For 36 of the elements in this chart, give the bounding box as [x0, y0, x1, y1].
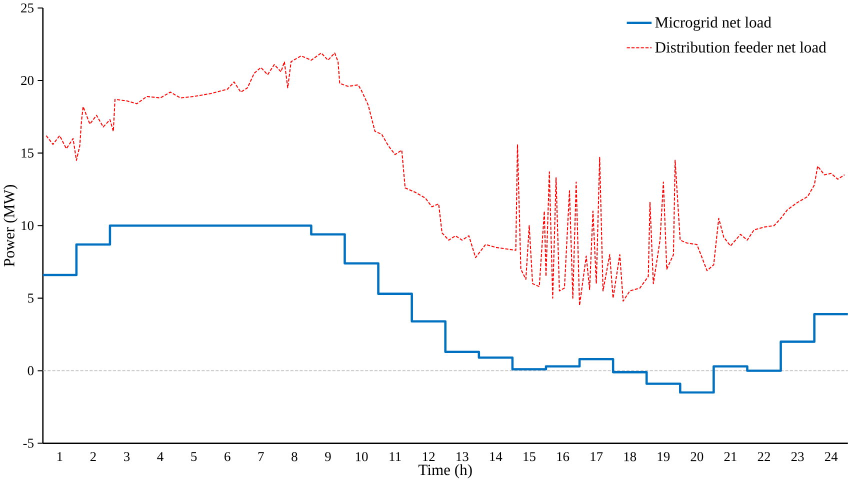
x-tick-label: 14 — [490, 452, 502, 462]
y-tick-label: 25 — [21, 4, 34, 13]
x-tick-label: 2 — [90, 452, 96, 462]
x-tick-label: 15 — [524, 452, 536, 462]
line-series — [46, 52, 846, 306]
y-tick-label: 20 — [21, 76, 34, 86]
x-tick-label: 1 — [57, 452, 62, 462]
legend-label: Microgrid net load — [655, 16, 772, 31]
x-tick-label: 4 — [157, 452, 164, 462]
x-tick-label: 22 — [758, 452, 770, 462]
x-tick-label: 10 — [356, 452, 368, 462]
x-tick-label: 17 — [590, 452, 603, 462]
y-tick-label: 15 — [22, 148, 34, 158]
x-tick-label: 6 — [224, 452, 230, 462]
x-tick-label: 11 — [390, 452, 401, 462]
y-axis-title: Power (MW) — [3, 185, 18, 267]
x-tick-label: 23 — [791, 452, 804, 462]
x-tick-label: 9 — [325, 452, 331, 462]
y-tick-label: 10 — [22, 221, 34, 230]
x-tick-label: 19 — [658, 452, 670, 462]
x-axis-title: Time (h) — [418, 464, 472, 478]
x-tick-label: 13 — [456, 452, 468, 462]
x-tick-label: 12 — [423, 452, 435, 462]
x-tick-label: 21 — [724, 452, 736, 462]
x-tick-label: 18 — [624, 452, 636, 462]
x-tick-label: 7 — [258, 452, 264, 462]
y-tick-label: 5 — [28, 294, 34, 303]
x-tick-label: 20 — [690, 452, 704, 462]
y-tick-label: 0 — [28, 366, 34, 376]
x-tick-label: 3 — [124, 452, 130, 462]
x-tick-label: 16 — [557, 452, 570, 462]
x-tick-label: 5 — [191, 452, 197, 462]
y-tick-label: -5 — [23, 438, 34, 448]
x-tick-label: 8 — [292, 452, 298, 462]
legend-label: Distribution feeder net load — [655, 42, 826, 53]
x-tick-label: 24 — [824, 452, 838, 462]
